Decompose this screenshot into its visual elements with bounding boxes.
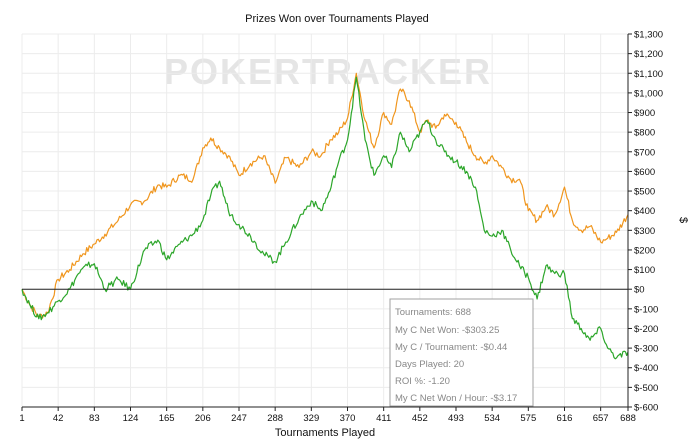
y-tick-label: $400 (634, 206, 655, 217)
x-tick-label: 452 (412, 413, 428, 424)
summary-tooltip: Tournaments: 688 My C Net Won: -$303.25 … (389, 298, 534, 407)
x-tick-label: 534 (484, 413, 500, 424)
y-tick-label: $-200 (634, 324, 658, 335)
y-tick-label: $300 (634, 226, 655, 237)
y-tick-label: $-400 (634, 363, 658, 374)
y-tick-label: $900 (634, 108, 655, 119)
x-tick-label: 165 (159, 413, 175, 424)
x-tick-label: 688 (620, 413, 636, 424)
series-line-2 (21, 76, 629, 360)
x-axis-label: Tournaments Played (275, 427, 375, 439)
tooltip-line-2: My C Net Won: -$303.25 (395, 325, 499, 336)
y-tick-label: $700 (634, 147, 655, 158)
y-tick-label: $1,200 (634, 49, 663, 60)
tooltip-line-3: My C / Tournament: -$0.44 (395, 342, 507, 353)
chart-title: Prizes Won over Tournaments Played (245, 13, 429, 25)
y-tick-label: $100 (634, 265, 655, 276)
y-tick-label: $-300 (634, 344, 658, 355)
axes (21, 33, 632, 411)
tooltip-line-5: ROI %: -1.20 (395, 376, 450, 387)
series-layer (21, 72, 629, 360)
x-tick-label: 657 (593, 413, 609, 424)
tooltip-box (389, 298, 534, 407)
x-tick-label: 83 (89, 413, 100, 424)
x-tick-label: 206 (195, 413, 211, 424)
watermark: POKERTRACKER (164, 51, 492, 92)
y-tick-label: $0 (634, 285, 645, 296)
x-tick-label: 247 (231, 413, 247, 424)
y-tick-label: $800 (634, 128, 655, 139)
x-tick-label: 575 (520, 413, 536, 424)
x-tick-label: 124 (123, 413, 139, 424)
x-tick-label: 370 (340, 413, 356, 424)
y-tick-label: $1,300 (634, 30, 663, 41)
y-tick-label: $-500 (634, 383, 658, 394)
tooltip-line-4: Days Played: 20 (395, 359, 464, 370)
x-tick-label: 42 (53, 413, 64, 424)
series-line-1 (21, 72, 629, 319)
x-tick-label: 411 (376, 413, 391, 424)
tooltip-line-6: My C Net Won / Hour: -$3.17 (395, 393, 517, 404)
y-tick-label: $1,100 (634, 69, 663, 80)
tooltip-line-1: Tournaments: 688 (395, 307, 471, 318)
y-tick-label: $500 (634, 187, 655, 198)
x-tick-label: 1 (19, 413, 24, 424)
y-tick-labels: $-600 $-500 $-400 $-300 $-200 $-100 $0 $100 $200… (634, 30, 663, 414)
x-tick-label: 288 (267, 413, 283, 424)
y-tick-label: $600 (634, 167, 655, 178)
y-tick-label: $200 (634, 245, 655, 256)
y-tick-label: $-600 (634, 403, 658, 414)
y-tick-label: $1,000 (634, 88, 663, 99)
x-tick-labels: 1 42 83 124 165 206 247 288 329 370 411 452 493 534 57… (19, 413, 636, 424)
x-tick-label: 329 (303, 413, 319, 424)
y-axis-label: $ (677, 217, 689, 223)
x-tick-label: 616 (557, 413, 573, 424)
y-tick-label: $-100 (634, 304, 658, 315)
x-tick-label: 493 (448, 413, 464, 424)
